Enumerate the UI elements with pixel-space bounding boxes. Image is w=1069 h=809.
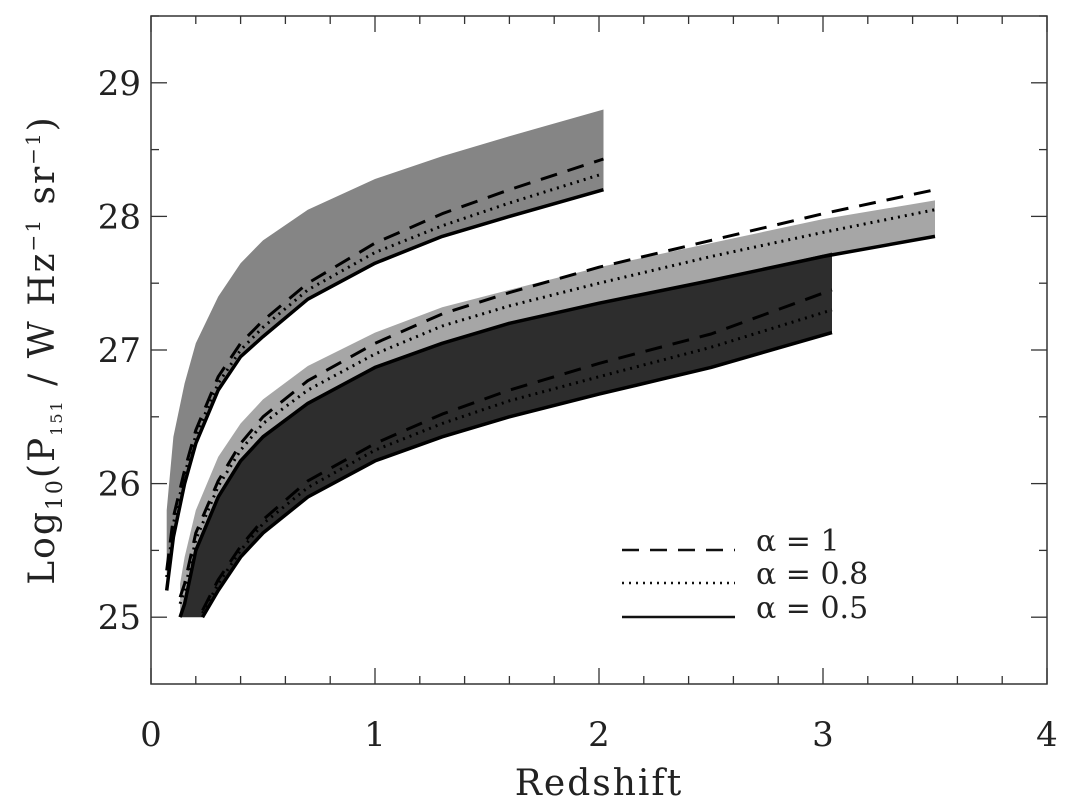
- band-1: [166, 109, 604, 591]
- curve-band-2-solid: [178, 234, 936, 618]
- x-tick-label: 0: [140, 715, 162, 755]
- legend-label-alpha-0-8: α = 0.8: [756, 557, 868, 592]
- x-tick-label: 4: [1036, 715, 1058, 755]
- ticks-layer: 0 1 2 3 4 25 26 27 28 29: [98, 15, 1058, 755]
- curves-layer: [164, 157, 936, 619]
- legend-label-alpha-0-5: α = 0.5: [756, 591, 868, 626]
- y-tick-label: 26: [98, 465, 141, 505]
- band-3: [180, 252, 833, 618]
- band-2: [180, 200, 936, 618]
- legend: α = 1 α = 0.8 α = 0.5: [622, 524, 868, 626]
- curve-band-1-solid: [164, 188, 604, 591]
- curve-band-3-solid: [200, 330, 833, 619]
- x-tick-label: 3: [812, 715, 834, 755]
- x-tick-label: 2: [588, 715, 610, 755]
- x-axis-title: Redshift: [515, 763, 683, 804]
- curve-band-1-dashed: [165, 157, 604, 571]
- curve-band-2-dotted: [178, 208, 936, 605]
- curve-band-3-dashed: [201, 288, 833, 612]
- y-tick-label: 29: [98, 64, 141, 104]
- y-tick-label: 27: [98, 331, 141, 371]
- y-tick-label: 28: [98, 197, 141, 237]
- legend-label-alpha-1: α = 1: [756, 524, 840, 559]
- x-tick-label: 1: [364, 715, 386, 755]
- bands-layer: [166, 109, 936, 618]
- y-tick-label: 25: [98, 598, 141, 638]
- y-axis-title: Log10(P151 / W Hz−1 sr−1): [21, 115, 68, 584]
